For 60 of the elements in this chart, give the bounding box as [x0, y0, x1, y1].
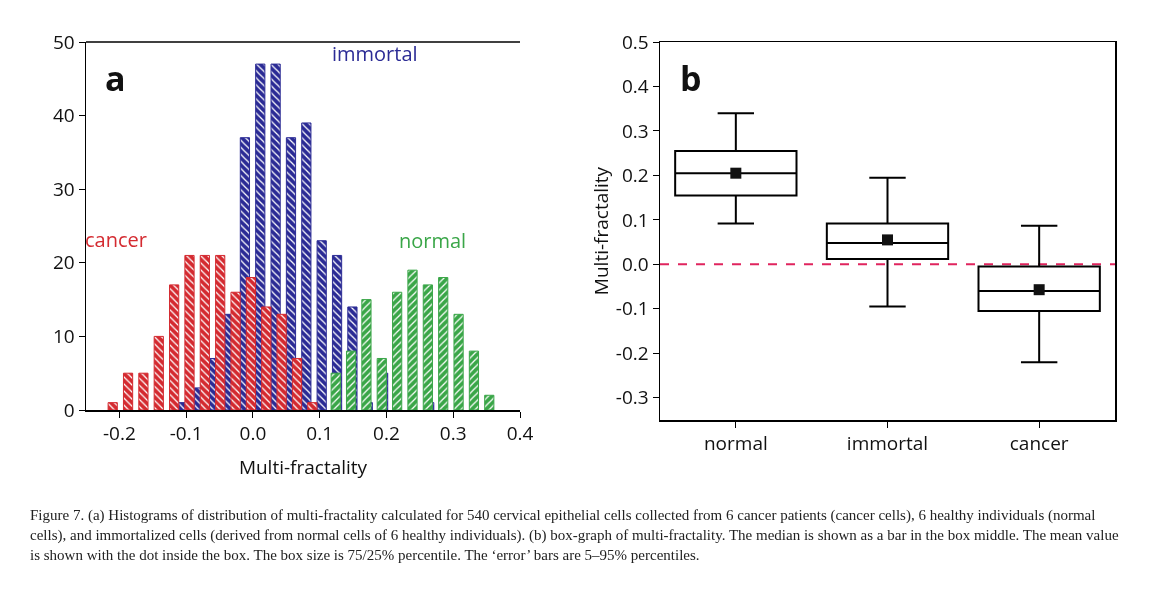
- x-tick-label: -0.1: [169, 420, 203, 447]
- y-tick-label: 20: [52, 249, 75, 276]
- bar: [153, 335, 164, 410]
- bar: [330, 372, 341, 410]
- y-tick-label: 10: [52, 323, 75, 350]
- y-tick-label: 30: [52, 175, 75, 202]
- bar: [376, 357, 387, 410]
- bar: [107, 402, 118, 410]
- series-label: cancer: [85, 226, 147, 253]
- y-tick-label: -0.3: [615, 384, 649, 411]
- bar: [407, 269, 418, 410]
- bar: [184, 254, 195, 410]
- bar: [199, 254, 210, 410]
- bar: [316, 240, 327, 410]
- annotation: b: [680, 55, 702, 101]
- y-tick-label: 0.4: [621, 73, 649, 100]
- x-tick-label: 0.0: [239, 420, 267, 447]
- x-tick-label: 0.2: [373, 420, 400, 447]
- x-axis-title: Multi-fractality: [238, 454, 368, 480]
- x-tick-label: 0.4: [506, 420, 534, 447]
- x-tick-label: -0.2: [102, 420, 136, 447]
- y-tick-label: 0: [63, 396, 75, 423]
- bar: [261, 306, 272, 410]
- bar: [307, 402, 318, 410]
- bar: [453, 313, 464, 410]
- bar: [215, 254, 226, 410]
- y-tick-label: 0.2: [621, 162, 649, 189]
- bar: [245, 277, 257, 410]
- series-label: normal: [399, 227, 467, 254]
- bar: [122, 372, 134, 410]
- annotation: a: [105, 55, 126, 101]
- bar: [392, 291, 403, 410]
- bar: [484, 394, 495, 410]
- y-tick-label: 0.3: [621, 117, 649, 144]
- x-tick-label: cancer: [1009, 430, 1069, 457]
- y-tick-label: -0.1: [615, 295, 649, 322]
- y-tick-label: 0.1: [621, 206, 649, 233]
- bar: [438, 277, 449, 410]
- bar: [276, 313, 287, 410]
- bar: [169, 284, 180, 410]
- x-tick-label: 0.3: [439, 420, 467, 447]
- bar: [422, 284, 433, 410]
- y-tick-label: 50: [52, 28, 75, 55]
- bar: [361, 299, 372, 410]
- y-tick-label: 0.0: [621, 251, 649, 277]
- y-tick-label: -0.2: [615, 339, 649, 366]
- x-tick-label: immortal: [846, 430, 929, 457]
- y-axis-title: Multi-fractality: [587, 166, 614, 296]
- text: immortal: [332, 40, 418, 67]
- x-tick-label: 0.1: [306, 420, 334, 447]
- bar: [138, 372, 149, 410]
- bar: [301, 122, 312, 410]
- y-tick-label: 0.5: [621, 28, 649, 55]
- x-tick-label: normal: [703, 430, 768, 457]
- bar: [468, 350, 480, 410]
- caption: Figure 7. (a) Histograms of distribution of multi-fractality calculated for 540 cervical epithelial cells collected from 6 cancer patients (cancer cells), 6 healthy individuals (normal cells), and immortalized cells (derived from normal cells of 6 healthy individuals). (b) box-graph of multi-fractality. The median is shown as a bar in the box middle. The mean value is shown with the dot inside the box. The box size is 75/25% percentile. The ‘error’ bars are 5–95% percentiles.: [30, 506, 1120, 565]
- bar: [291, 357, 303, 410]
- bar: [230, 291, 241, 410]
- y-tick-label: 40: [52, 102, 75, 129]
- bar: [345, 350, 357, 410]
